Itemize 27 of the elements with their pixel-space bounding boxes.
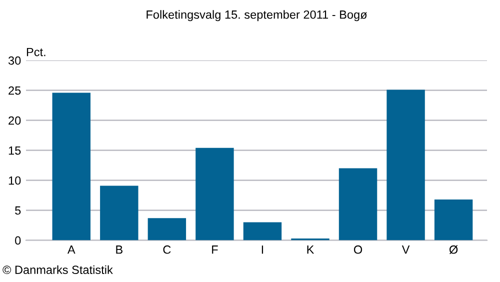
y-axis-title: Pct. xyxy=(26,48,46,56)
bar xyxy=(338,168,378,240)
x-tick-label: F xyxy=(212,246,218,254)
x-tick-label: K xyxy=(307,246,314,254)
y-tick-label: 15 xyxy=(8,146,21,155)
y-tick-label: 5 xyxy=(15,206,21,215)
bar xyxy=(148,218,186,240)
y-tick-label: 0 xyxy=(15,236,21,245)
x-tick-label: A xyxy=(67,246,76,254)
y-tick-label: 25 xyxy=(8,86,21,95)
bar xyxy=(52,92,90,240)
bar xyxy=(434,199,473,240)
bar xyxy=(196,148,234,240)
y-tick-label: 10 xyxy=(8,176,21,185)
x-tick-label: Ø xyxy=(449,245,458,254)
y-tick-label: 20 xyxy=(8,116,21,125)
chart-title: Folketingsvalg 15. september 2011 - Bogø xyxy=(146,10,368,22)
y-tick-label: 30 xyxy=(8,56,21,65)
bar xyxy=(100,186,138,240)
x-tick-label: I xyxy=(262,246,264,254)
bar xyxy=(243,222,282,240)
x-tick-label: O xyxy=(354,245,362,254)
x-tick-label: V xyxy=(402,246,410,254)
x-tick-label: B xyxy=(116,246,122,254)
bar xyxy=(386,90,425,240)
text: © Danmarks Statistik xyxy=(2,265,113,274)
x-tick-label: C xyxy=(163,245,171,254)
